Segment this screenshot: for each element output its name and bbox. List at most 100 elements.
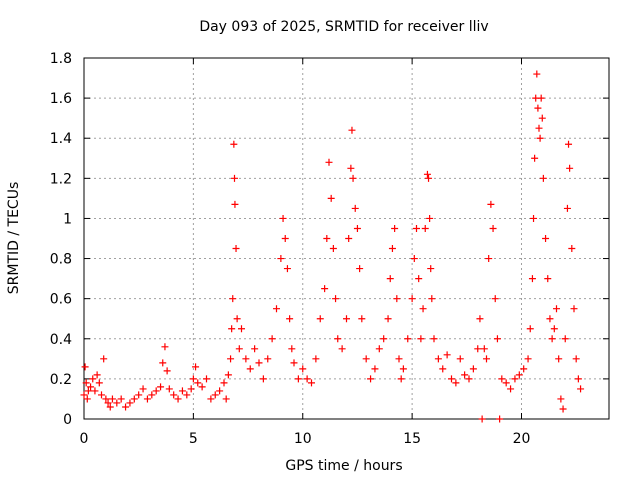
- y-tick-label: 1.8: [50, 51, 72, 67]
- data-point: [485, 255, 493, 263]
- data-point: [268, 335, 276, 343]
- data-point: [524, 355, 532, 363]
- data-point: [570, 305, 578, 313]
- data-point: [384, 315, 392, 323]
- data-point: [303, 375, 311, 383]
- data-point: [100, 355, 108, 363]
- data-point: [550, 325, 558, 333]
- data-point: [533, 70, 541, 78]
- data-point: [224, 371, 232, 379]
- data-point: [480, 345, 488, 353]
- x-tick-label: 10: [294, 431, 312, 447]
- data-point: [456, 355, 464, 363]
- data-point: [84, 387, 92, 395]
- data-point: [299, 365, 307, 373]
- data-point: [443, 351, 451, 359]
- data-point: [316, 315, 324, 323]
- data-point: [80, 391, 88, 399]
- data-point: [572, 355, 580, 363]
- data-point: [159, 359, 167, 367]
- data-point: [174, 395, 182, 403]
- y-tick-label: 0: [63, 412, 72, 428]
- data-point: [362, 355, 370, 363]
- y-tick-label: 0.8: [50, 252, 72, 268]
- data-point: [89, 375, 97, 383]
- data-point: [577, 385, 585, 393]
- data-point: [93, 371, 101, 379]
- data-point: [423, 170, 431, 178]
- data-point: [465, 375, 473, 383]
- data-point: [408, 295, 416, 303]
- data-point: [242, 355, 250, 363]
- data-point: [273, 305, 280, 313]
- data-point: [259, 375, 267, 383]
- data-point: [126, 399, 134, 407]
- data-point: [189, 375, 197, 383]
- data-point: [192, 363, 200, 371]
- data-point: [325, 158, 333, 166]
- data-point: [358, 315, 366, 323]
- data-point: [526, 325, 534, 333]
- data-point: [391, 224, 399, 232]
- data-point: [439, 365, 447, 373]
- data-point: [557, 395, 565, 403]
- data-point: [152, 387, 160, 395]
- data-point: [222, 395, 230, 403]
- y-tick-label: 1.4: [50, 131, 72, 147]
- x-tick-label: 15: [403, 431, 421, 447]
- data-point: [246, 365, 254, 373]
- data-point: [178, 387, 186, 395]
- data-point: [98, 391, 105, 399]
- data-point: [135, 391, 143, 399]
- data-point: [487, 200, 495, 208]
- data-point: [203, 375, 210, 383]
- y-tick-label: 0.6: [50, 292, 72, 308]
- data-point: [165, 385, 173, 393]
- data-point: [404, 335, 412, 343]
- data-point: [81, 363, 89, 371]
- data-point: [539, 174, 547, 182]
- data-point: [87, 383, 95, 391]
- y-tick-label: 1: [63, 211, 72, 227]
- data-point: [535, 124, 543, 132]
- data-point: [323, 235, 331, 242]
- data-point: [251, 345, 259, 353]
- data-point: [544, 275, 552, 283]
- data-point: [279, 214, 287, 222]
- data-point: [220, 379, 228, 387]
- data-point: [536, 134, 544, 142]
- data-point: [83, 395, 91, 403]
- data-point: [546, 315, 554, 323]
- data-point: [489, 224, 497, 232]
- data-point: [290, 359, 298, 367]
- data-point: [502, 379, 510, 387]
- data-point: [228, 325, 236, 333]
- data-point: [493, 335, 501, 343]
- data-point: [427, 265, 435, 273]
- data-point: [113, 399, 121, 407]
- data-point: [483, 355, 490, 363]
- data-point: [538, 114, 546, 122]
- data-point: [474, 345, 482, 353]
- data-markers: [80, 70, 585, 423]
- data-point: [528, 275, 536, 283]
- data-point: [566, 164, 574, 172]
- data-point: [183, 391, 191, 399]
- data-point: [338, 345, 346, 353]
- data-point: [448, 375, 455, 383]
- data-point: [388, 245, 396, 253]
- data-point: [399, 365, 407, 373]
- data-point: [563, 204, 571, 212]
- data-point: [231, 174, 238, 182]
- data-point: [161, 343, 169, 351]
- data-point: [329, 245, 337, 253]
- data-point: [356, 265, 364, 273]
- chart-title: Day 093 of 2025, SRMTID for receiver lli…: [199, 19, 488, 35]
- data-point: [491, 295, 499, 303]
- data-point: [238, 325, 245, 333]
- data-point: [507, 385, 515, 393]
- data-point: [553, 305, 560, 313]
- data-point: [82, 379, 90, 387]
- data-point: [537, 94, 545, 102]
- data-point: [264, 355, 272, 363]
